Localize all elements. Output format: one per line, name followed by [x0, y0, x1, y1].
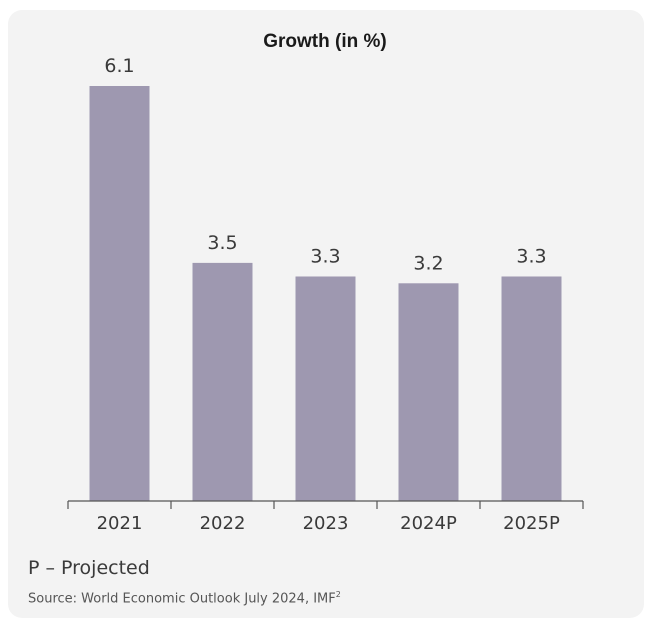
x-tick-labels-group: 2021 2022 2023 2024P 2025P	[97, 513, 560, 534]
growth-bar-chart: Growth (in %) 6.13.53.3 3.2 3.3 2021 2022 20…	[67, 31, 584, 534]
bar-2025p	[501, 276, 562, 501]
value-label-2025p: 3.3	[516, 245, 546, 267]
value-label-2021: 6.1	[104, 55, 134, 77]
chart-title: Growth (in %)	[263, 31, 386, 52]
bars-group	[89, 86, 562, 501]
source-text: Source: World Economic Outlook July 2024…	[28, 591, 336, 607]
x-tick-label-2025p: 2025P	[503, 513, 560, 534]
source-superscript: 2	[335, 590, 341, 599]
value-labels-group: 6.1 3.5 3.3 3.2 3.3	[104, 55, 546, 274]
value-label-2022: 3.5	[207, 232, 237, 254]
x-tick-label-2022: 2022	[200, 513, 246, 534]
value-label-2024p: 3.2	[413, 252, 443, 274]
bar-2021	[89, 86, 150, 501]
x-axis	[67, 500, 584, 509]
projected-note: P – Projected	[28, 557, 150, 579]
bar-2023	[295, 276, 356, 501]
x-tick-label-2024p: 2024P	[400, 513, 457, 534]
bar-2024p	[398, 283, 459, 501]
value-label-2023: 3.3	[310, 245, 340, 267]
x-tick-label-2021: 2021	[97, 513, 143, 534]
bar-2022	[192, 262, 253, 501]
source-note: Source: World Economic Outlook July 2024…	[28, 590, 341, 606]
x-tick-label-2023: 2023	[303, 513, 349, 534]
